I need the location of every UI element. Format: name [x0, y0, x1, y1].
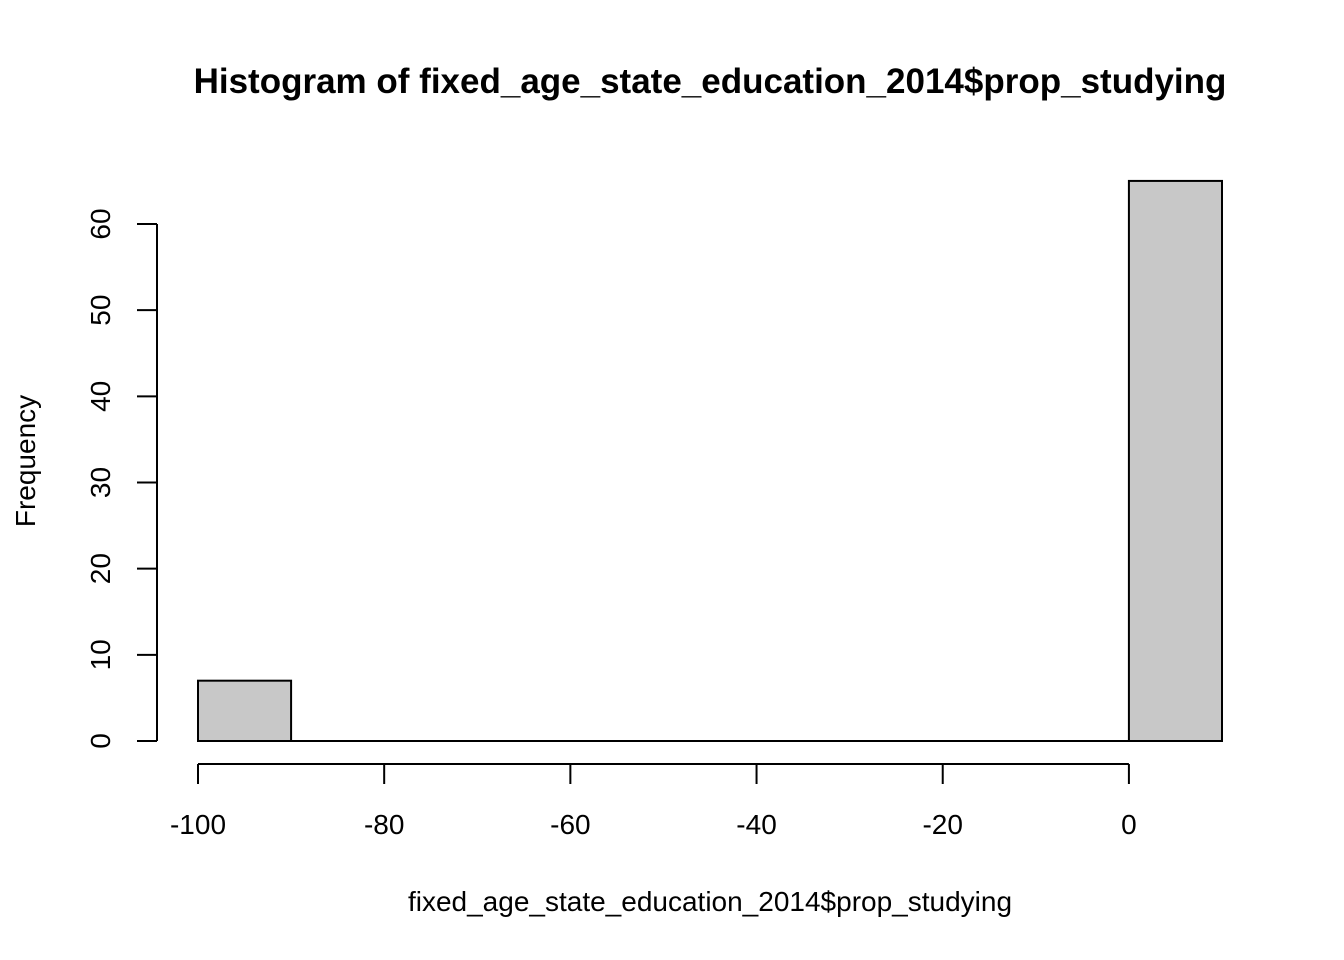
x-tick-label: -80	[364, 809, 404, 840]
y-axis-label: Frequency	[10, 395, 41, 527]
y-tick-label: 50	[85, 295, 116, 326]
y-tick-label: 60	[85, 208, 116, 239]
y-tick-label: 40	[85, 381, 116, 412]
bars-group	[197, 179, 1223, 743]
x-tick-label: -60	[550, 809, 590, 840]
y-axis: 0 10 20 30 40 50 60	[85, 208, 158, 749]
x-axis: -100 -80 -60 -40 -20 0	[170, 763, 1137, 840]
y-tick-label: 20	[85, 553, 116, 584]
x-tick-label: -20	[922, 809, 962, 840]
y-tick-label: 0	[85, 733, 116, 749]
x-tick-label: -40	[736, 809, 776, 840]
chart-title: Histogram of fixed_age_state_education_2…	[194, 62, 1227, 101]
y-tick-label: 10	[85, 639, 116, 670]
x-tick-label: 0	[1121, 809, 1137, 840]
histogram-bar-10	[1127, 179, 1223, 742]
x-tick-label: -100	[170, 809, 226, 840]
x-axis-label: fixed_age_state_education_2014$prop_stud…	[408, 886, 1012, 917]
y-tick-label: 30	[85, 467, 116, 498]
histogram-bar-0	[197, 679, 293, 743]
